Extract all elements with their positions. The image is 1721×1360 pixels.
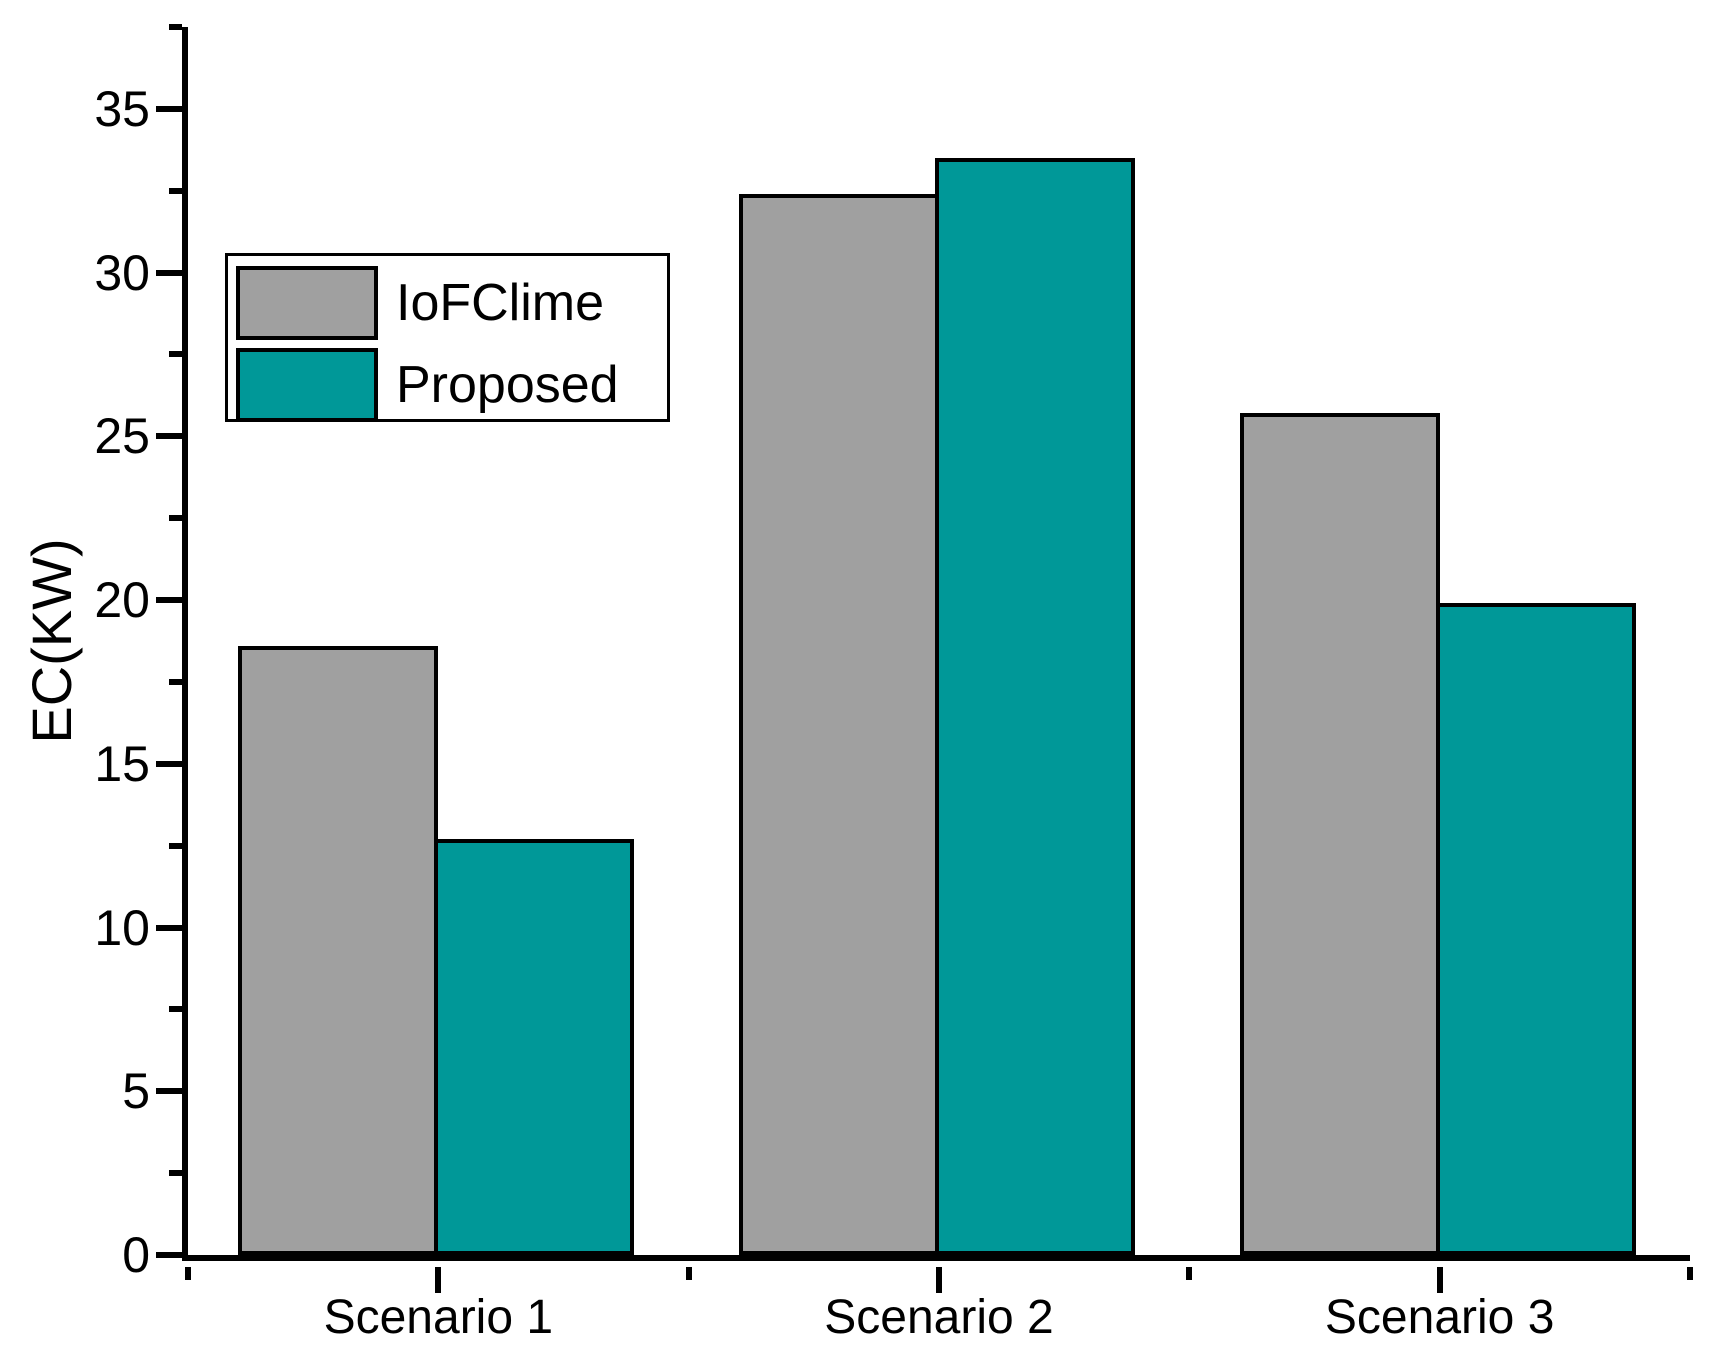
y-minor-tick: [169, 351, 182, 358]
bar-proposed-scenario-2: [935, 158, 1135, 1255]
y-major-tick: [156, 105, 182, 112]
x-minor-tick: [1687, 1267, 1693, 1280]
x-minor-tick: [1186, 1267, 1193, 1280]
y-tick-label: 30: [94, 244, 150, 301]
y-minor-tick: [169, 1170, 182, 1177]
y-tick-label: 15: [94, 735, 150, 792]
y-tick-label: 20: [94, 572, 150, 629]
bar-proposed-scenario-3: [1435, 603, 1636, 1255]
y-tick-label: 0: [122, 1227, 150, 1283]
y-tick-label: 10: [94, 899, 150, 956]
legend-label-iofclime: IoFClime: [396, 274, 605, 332]
y-axis-line: [182, 27, 188, 1261]
legend: IoFClime Proposed: [225, 253, 670, 422]
x-minor-tick: [185, 1267, 191, 1280]
legend-entry-proposed: Proposed: [236, 348, 619, 422]
y-minor-tick: [169, 842, 182, 849]
y-major-tick: [156, 269, 182, 276]
y-tick-label: 5: [122, 1063, 150, 1120]
bar-iofclime-scenario-2: [739, 194, 939, 1255]
x-major-tick: [435, 1267, 442, 1293]
x-category-label: Scenario 2: [824, 1291, 1054, 1344]
legend-entry-iofclime: IoFClime: [236, 266, 604, 340]
bar-iofclime-scenario-1: [238, 645, 439, 1255]
y-minor-tick: [169, 187, 182, 194]
x-major-tick: [936, 1267, 942, 1293]
legend-label-proposed: Proposed: [396, 356, 619, 414]
y-tick-label-column: 0 5 10 15 20 25 30 35: [0, 27, 150, 1280]
legend-swatch-proposed: [236, 348, 378, 422]
legend-swatch-iofclime: [236, 266, 378, 340]
y-minor-tick: [169, 678, 182, 685]
y-major-tick: [156, 1088, 182, 1095]
y-tick-label: 25: [94, 408, 150, 465]
y-major-tick: [156, 597, 182, 604]
bar-iofclime-scenario-3: [1239, 413, 1440, 1255]
y-minor-tick: [169, 515, 182, 522]
y-tick-label: 35: [94, 80, 150, 137]
y-minor-tick: [169, 1006, 182, 1013]
x-category-label: Scenario 1: [323, 1291, 554, 1344]
y-major-tick: [156, 433, 182, 440]
x-category-labels: Scenario 1 Scenario 2 Scenario 3: [188, 1292, 1690, 1352]
y-major-tick: [156, 924, 182, 931]
x-axis-line: [182, 1255, 1690, 1261]
y-major-tick: [156, 760, 182, 767]
x-major-tick: [1436, 1267, 1443, 1293]
x-category-label: Scenario 3: [1324, 1291, 1555, 1344]
bar-proposed-scenario-1: [434, 839, 635, 1255]
x-minor-tick: [685, 1267, 692, 1280]
y-minor-tick: [169, 24, 182, 30]
plot-area: IoFClime Proposed: [156, 24, 1693, 1293]
y-major-tick: [156, 1252, 182, 1258]
